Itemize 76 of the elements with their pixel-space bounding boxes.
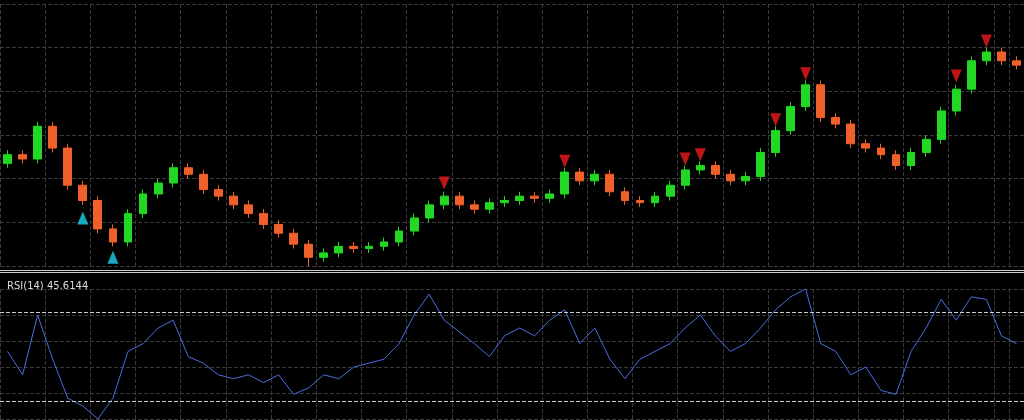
candlestick [365,241,373,254]
point [770,113,782,127]
candlestick [816,79,825,123]
point [800,67,812,81]
candlestick [892,149,900,171]
point [950,69,962,83]
candlestick [48,121,57,153]
candlestick [861,138,870,153]
candlestick [154,178,163,199]
candlestick [169,162,178,188]
candlestick [18,149,27,164]
candlestick [259,208,268,230]
candlestick [214,184,223,201]
candlestick [681,165,690,191]
candlestick [244,200,253,219]
candlestick [605,169,614,197]
candlestick [3,149,12,169]
candlestick [229,191,238,210]
candlestick [274,219,283,239]
candlestick [982,47,991,66]
candlestick [33,121,42,164]
candlestick [666,180,675,201]
candlestick [831,112,840,129]
candlestick [590,169,599,186]
candlestick [937,106,946,145]
candlestick [545,189,554,204]
candlestick [184,162,193,180]
candlestick [440,191,449,210]
candlestick [922,134,931,158]
candlestick [109,224,117,247]
candlestick [1012,55,1021,70]
candlestick [786,101,795,136]
candlestick [756,147,765,182]
candlestick [304,239,313,267]
candlestick [726,169,735,186]
candlestick [651,191,659,208]
candlestick [410,213,419,236]
candlestick [380,237,388,252]
candlestick [319,248,328,263]
candlestick [575,167,584,186]
candlestick [139,189,147,219]
point [107,250,119,264]
candlestick [93,195,102,234]
candlestick [515,191,524,206]
candlestick [78,180,87,206]
candlestick [846,119,855,149]
candlestick [530,191,539,204]
candlestick [470,200,479,215]
candlestick [997,47,1006,66]
candlestick [124,208,132,247]
candlestick [560,167,569,199]
candlestick [500,195,509,208]
candlestick [907,147,915,171]
candlestick [741,171,750,186]
candlestick [349,241,358,254]
candlestick [636,195,644,208]
candlestick [877,143,885,160]
point [694,148,706,162]
chart-title: RSI(14) 45.6144 [7,279,89,291]
candlestick [455,191,464,210]
candlestick [621,186,629,206]
candlestick [485,197,494,215]
candlestick [967,55,976,95]
candlestick [334,241,343,258]
point [438,176,450,190]
point [77,211,89,225]
point [559,154,571,168]
candlestick [289,228,298,250]
candlestick [199,169,208,195]
point [679,152,691,166]
candlestick [711,160,720,180]
candlestick [395,226,403,247]
candlestick [63,143,72,191]
point [980,34,992,48]
candlestick [425,200,434,223]
candlestick [952,84,961,116]
